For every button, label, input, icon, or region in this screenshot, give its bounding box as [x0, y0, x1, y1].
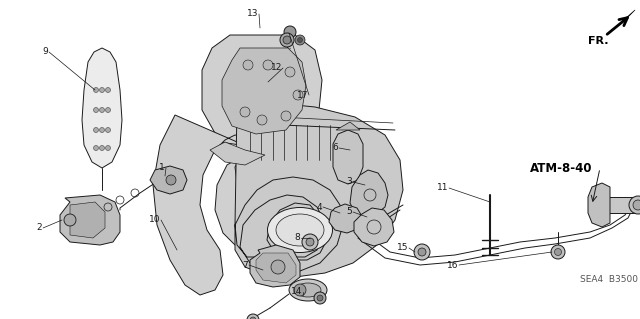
Circle shape	[240, 107, 250, 117]
Circle shape	[93, 87, 99, 93]
Circle shape	[99, 128, 104, 132]
Text: 7: 7	[243, 261, 248, 270]
Polygon shape	[235, 103, 403, 277]
Ellipse shape	[268, 207, 333, 253]
Text: 17: 17	[296, 91, 308, 100]
Text: 8: 8	[294, 234, 300, 242]
Polygon shape	[150, 166, 187, 194]
Circle shape	[284, 26, 296, 38]
Circle shape	[99, 87, 104, 93]
Circle shape	[294, 284, 306, 296]
Circle shape	[293, 90, 303, 100]
Polygon shape	[336, 122, 360, 130]
Polygon shape	[70, 202, 105, 238]
Text: 9: 9	[42, 48, 48, 56]
Circle shape	[250, 317, 256, 319]
Circle shape	[93, 108, 99, 113]
Circle shape	[64, 214, 76, 226]
Circle shape	[99, 108, 104, 113]
Polygon shape	[333, 130, 363, 184]
Circle shape	[418, 248, 426, 256]
Circle shape	[281, 111, 291, 121]
Text: 16: 16	[447, 261, 458, 270]
Circle shape	[99, 145, 104, 151]
Circle shape	[93, 128, 99, 132]
Polygon shape	[354, 208, 394, 246]
Polygon shape	[256, 253, 296, 283]
Text: 4: 4	[316, 203, 322, 211]
Circle shape	[629, 196, 640, 214]
Ellipse shape	[276, 214, 324, 246]
Ellipse shape	[289, 279, 327, 301]
Circle shape	[283, 36, 291, 44]
Circle shape	[271, 260, 285, 274]
Ellipse shape	[295, 283, 321, 297]
Text: 15: 15	[397, 243, 408, 253]
Circle shape	[106, 145, 111, 151]
Circle shape	[93, 145, 99, 151]
Text: 1: 1	[159, 164, 165, 173]
Polygon shape	[329, 204, 363, 233]
Circle shape	[106, 108, 111, 113]
Text: 10: 10	[148, 216, 160, 225]
Polygon shape	[82, 48, 122, 168]
Circle shape	[243, 60, 253, 70]
Circle shape	[314, 292, 326, 304]
Circle shape	[633, 200, 640, 210]
Text: 11: 11	[436, 183, 448, 192]
Circle shape	[306, 238, 314, 246]
Polygon shape	[588, 183, 610, 227]
Circle shape	[554, 249, 561, 256]
Polygon shape	[202, 35, 322, 148]
Text: 14: 14	[291, 287, 302, 296]
Text: 2: 2	[36, 224, 42, 233]
Polygon shape	[608, 197, 635, 213]
Text: ATM-8-40: ATM-8-40	[530, 161, 593, 174]
Text: SEA4  B3500: SEA4 B3500	[580, 276, 638, 285]
Polygon shape	[153, 115, 290, 295]
Circle shape	[551, 245, 565, 259]
Circle shape	[295, 35, 305, 45]
Polygon shape	[615, 10, 635, 28]
Circle shape	[302, 234, 318, 250]
Text: 6: 6	[332, 144, 338, 152]
Circle shape	[280, 33, 294, 47]
Circle shape	[414, 244, 430, 260]
Circle shape	[298, 38, 303, 42]
Text: FR.: FR.	[588, 36, 609, 46]
Circle shape	[263, 60, 273, 70]
Polygon shape	[350, 170, 388, 217]
Circle shape	[106, 128, 111, 132]
Text: 5: 5	[346, 207, 352, 217]
Polygon shape	[222, 48, 306, 134]
Circle shape	[257, 115, 267, 125]
Text: 13: 13	[246, 10, 258, 19]
Circle shape	[317, 295, 323, 301]
Polygon shape	[60, 195, 120, 245]
Circle shape	[106, 87, 111, 93]
Circle shape	[247, 314, 259, 319]
Polygon shape	[210, 142, 265, 165]
Text: 12: 12	[271, 63, 282, 72]
Circle shape	[166, 175, 176, 185]
Circle shape	[285, 67, 295, 77]
Polygon shape	[250, 245, 300, 287]
Text: 3: 3	[346, 177, 352, 187]
